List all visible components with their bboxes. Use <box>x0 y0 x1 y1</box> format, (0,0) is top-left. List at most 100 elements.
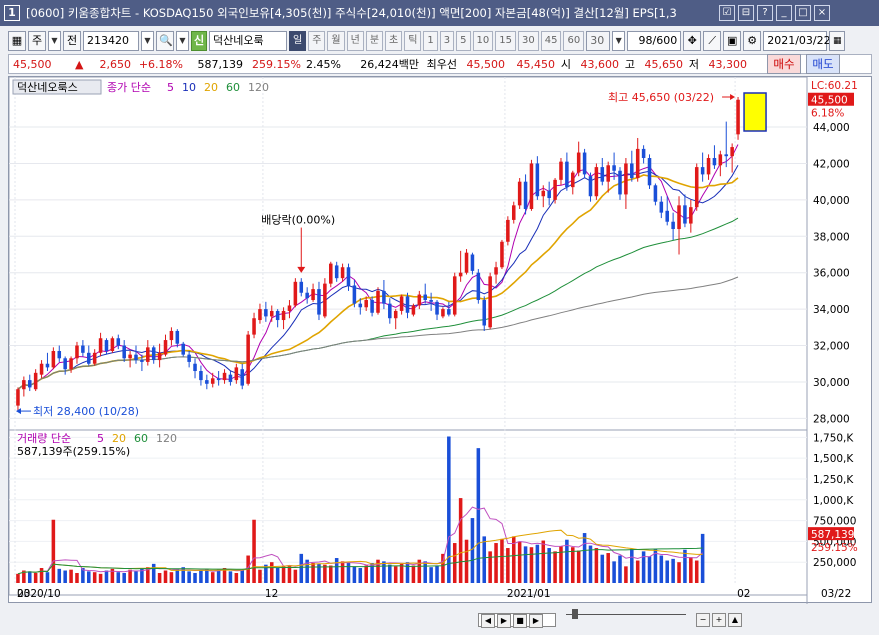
chart-panel[interactable]: 44,000 42,000 40,000 38,000 36,000 34,000 32,0… <box>8 76 873 604</box>
type-select[interactable]: 주 <box>28 31 46 51</box>
play-icon[interactable]: ▶ <box>529 614 543 628</box>
volume-bar <box>140 568 144 583</box>
candle-body <box>63 358 67 370</box>
layout-icon[interactable]: ⊟ <box>738 5 754 21</box>
help-icon[interactable]: ? <box>757 5 773 21</box>
volume-bar <box>98 573 103 583</box>
candle-body <box>87 352 91 364</box>
period-tick[interactable]: 틱 <box>404 31 422 51</box>
volume-bar <box>205 568 209 583</box>
low-price: 43,300 <box>708 57 748 71</box>
interval-60[interactable]: 60 <box>563 31 585 51</box>
volume-bar <box>447 436 451 583</box>
volume-ma-60 <box>17 547 703 575</box>
high-annotation: 최고 45,650 (03/22) <box>608 91 714 104</box>
next-icon[interactable]: ▶ <box>497 614 511 628</box>
candle-body <box>181 343 185 355</box>
volume-bar <box>163 570 168 583</box>
volume-bar <box>228 571 233 583</box>
period-day[interactable]: 일 <box>289 31 307 51</box>
interval-15[interactable]: 15 <box>495 31 517 51</box>
candle-body <box>435 301 439 315</box>
volume-bar <box>677 562 681 583</box>
low-annotation: 최저 28,400 (10/28) <box>33 405 139 418</box>
slider-handle[interactable] <box>572 609 578 619</box>
zoom-in-icon[interactable]: + <box>712 613 726 627</box>
buy-button[interactable]: 매수 <box>767 54 801 74</box>
interval-45[interactable]: 45 <box>540 31 562 51</box>
volume-bar <box>576 550 581 583</box>
interval-5[interactable]: 5 <box>456 31 471 51</box>
interval-dropdown-icon[interactable]: ▼ <box>612 31 626 51</box>
minimize-icon[interactable]: _ <box>776 5 792 21</box>
high-label: 고 <box>624 58 635 71</box>
price-tick-label: 34,000 <box>813 304 850 316</box>
volume-bar <box>659 555 664 583</box>
count-field[interactable]: 98/600 <box>627 31 682 51</box>
toolbar-toggle-icon[interactable]: ☑ <box>719 5 735 21</box>
candle-body <box>45 363 50 368</box>
grid-icon[interactable]: ▦ <box>8 31 26 51</box>
gear-icon[interactable]: ⚙ <box>743 31 762 51</box>
interval-10[interactable]: 10 <box>472 31 494 51</box>
volume-bar <box>187 571 191 583</box>
volume-legend-ma-20: 20 <box>112 432 126 445</box>
prev-icon[interactable]: ◀ <box>481 614 495 628</box>
candle-body <box>364 300 368 308</box>
date-input[interactable]: 2021/03/22 <box>763 31 831 51</box>
candle-body <box>594 167 599 197</box>
volume-bar <box>75 573 79 583</box>
volume-bar <box>553 551 557 583</box>
volume-bar <box>500 538 504 583</box>
calendar-icon[interactable]: ▦ <box>829 31 846 51</box>
volume-ratio: 259.15% <box>252 57 301 71</box>
date-label: 12 <box>265 588 278 600</box>
period-month[interactable]: 월 <box>327 31 345 51</box>
code-dropdown-icon[interactable]: ▼ <box>141 31 154 51</box>
period-second[interactable]: 초 <box>385 31 403 51</box>
open-label: 시 <box>560 58 571 71</box>
candle-body <box>57 350 62 359</box>
chart-toolbar: ▦ 주 ▼ 전 213420 ▼ 🔍 ▼ 신 덕산네오룩 일 주 월 년 분 초… <box>8 30 872 52</box>
interval-30[interactable]: 30 <box>518 31 539 51</box>
close-icon[interactable]: × <box>814 5 830 21</box>
volume-bar <box>641 551 646 583</box>
volume-bar <box>234 573 239 583</box>
maximize-icon[interactable]: □ <box>795 5 811 21</box>
price-volume-chart[interactable]: 44,000 42,000 40,000 38,000 36,000 34,000 32,0… <box>9 77 873 604</box>
volume-bar <box>535 544 540 583</box>
volume-bar <box>346 563 351 583</box>
candle-body <box>730 147 734 157</box>
volume-bar <box>571 547 575 583</box>
chevron-down-icon[interactable]: ▼ <box>48 31 61 51</box>
draw-line-icon[interactable]: ⟋ <box>703 31 722 51</box>
search-icon[interactable]: 🔍 <box>156 31 174 51</box>
interval-1[interactable]: 1 <box>423 31 438 51</box>
crosshair-icon[interactable]: ✥ <box>683 31 702 51</box>
all-button[interactable]: 전 <box>63 31 81 51</box>
candle-body <box>151 347 156 361</box>
candle-body <box>128 354 132 359</box>
candle-body <box>134 354 138 361</box>
save-icon[interactable]: ▣ <box>723 31 742 51</box>
interval-input[interactable]: 30 <box>586 31 611 51</box>
stock-code-input[interactable]: 213420 <box>83 31 139 51</box>
volume-bar <box>517 541 522 583</box>
zoom-out-icon[interactable]: − <box>696 613 710 627</box>
candle-body <box>571 172 575 188</box>
scroll-up-icon[interactable]: ▲ <box>728 613 742 627</box>
interval-3[interactable]: 3 <box>439 31 455 51</box>
candle-body <box>116 338 121 346</box>
turnover-rate: 2.45% <box>306 57 341 71</box>
stop-icon[interactable]: ■ <box>513 614 527 628</box>
volume-bar <box>258 569 262 583</box>
zoom-slider[interactable] <box>566 609 686 626</box>
period-minute[interactable]: 분 <box>365 31 384 51</box>
date-label: 02 <box>737 588 750 600</box>
period-week[interactable]: 주 <box>308 31 326 51</box>
search-dropdown-icon[interactable]: ▼ <box>176 31 189 51</box>
candle-body <box>27 380 32 388</box>
period-year[interactable]: 년 <box>346 31 364 51</box>
legend-price-label: 종가 단순 <box>107 81 151 94</box>
sell-button[interactable]: 매도 <box>806 54 840 74</box>
